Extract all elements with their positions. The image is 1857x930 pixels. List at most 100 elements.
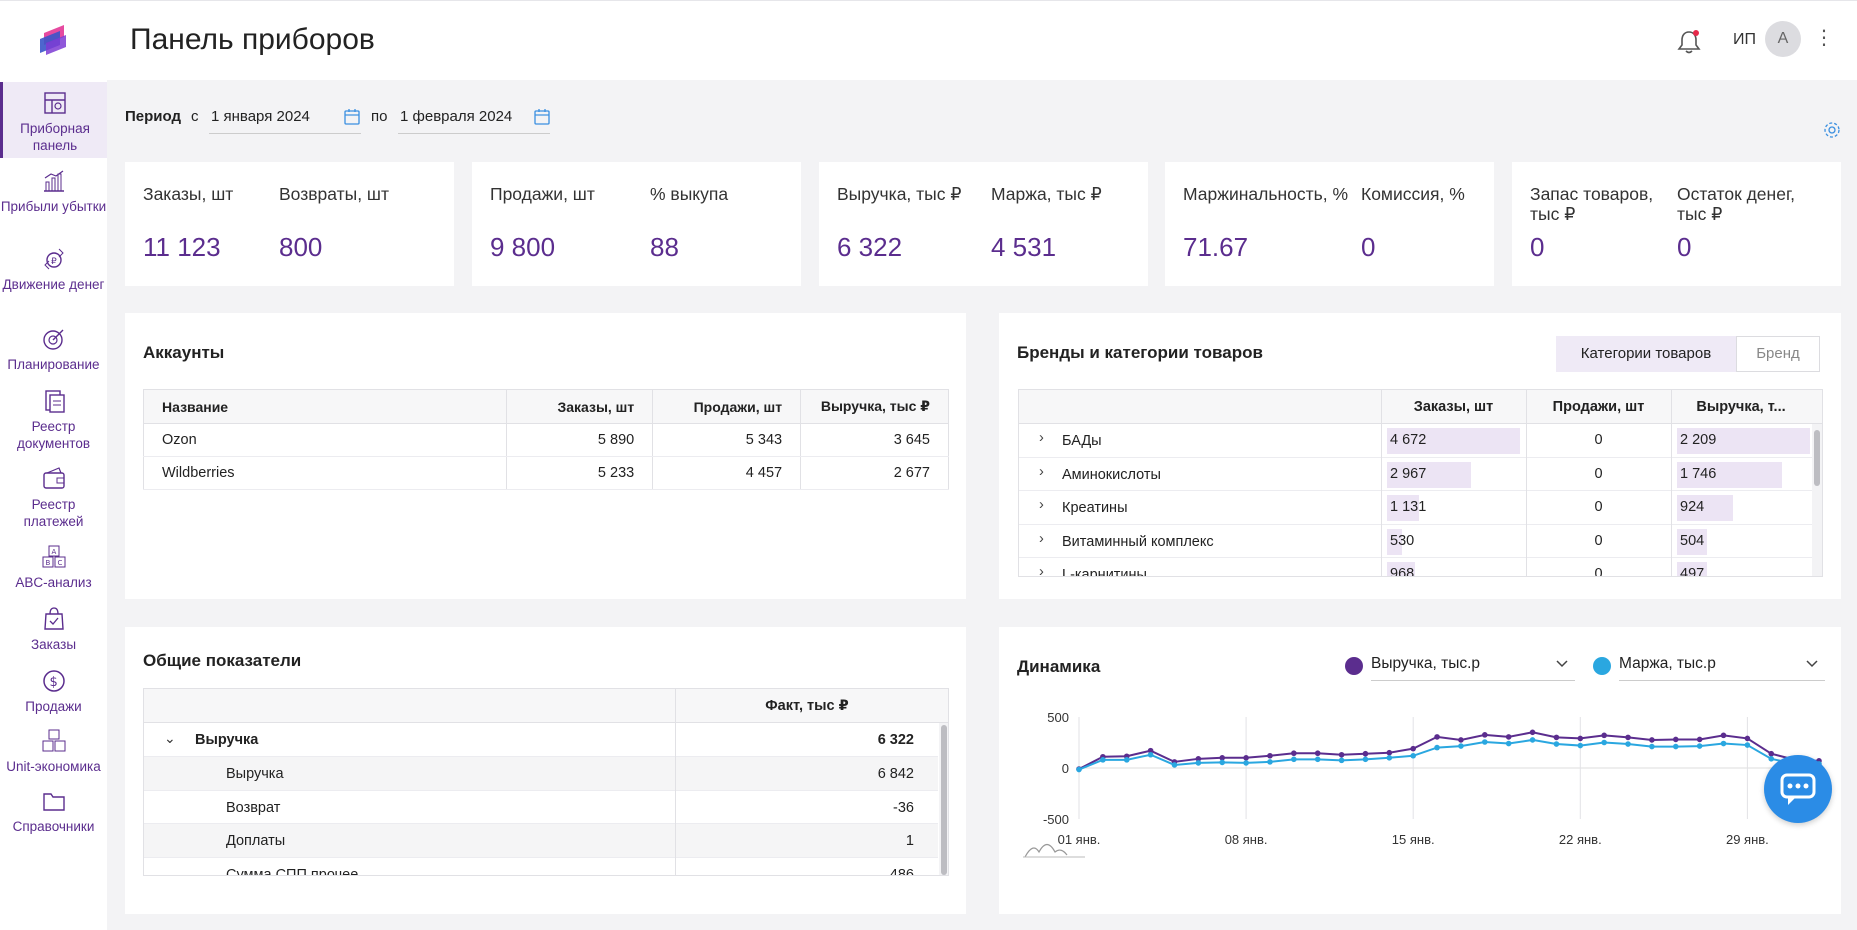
chevron-right-icon[interactable]: › bbox=[1039, 564, 1044, 577]
chat-button[interactable] bbox=[1764, 755, 1832, 823]
column-header[interactable]: Выручка, т... bbox=[1696, 399, 1786, 415]
series-point[interactable] bbox=[1434, 734, 1440, 740]
calendar-icon[interactable] bbox=[343, 108, 361, 126]
date-from-input[interactable]: 1 января 2024 bbox=[209, 104, 361, 134]
series-point[interactable] bbox=[1314, 750, 1321, 757]
bell-icon[interactable] bbox=[1676, 29, 1702, 55]
sidebar-item-profit-loss[interactable]: Прибыли убытки bbox=[0, 168, 107, 215]
table-row[interactable]: Ozon 5 890 5 343 3 645 bbox=[142, 423, 949, 457]
column-header[interactable]: Выручка, тыс ₽ bbox=[800, 389, 949, 424]
series-point[interactable] bbox=[1100, 757, 1106, 763]
series-point[interactable] bbox=[1625, 741, 1631, 747]
series-point[interactable] bbox=[1338, 757, 1345, 764]
series-point[interactable] bbox=[1720, 740, 1727, 747]
series-point[interactable] bbox=[1267, 759, 1273, 765]
series-point[interactable] bbox=[1601, 732, 1607, 739]
series1-select[interactable]: Выручка, тыс.р bbox=[1371, 651, 1575, 681]
series-point[interactable] bbox=[1123, 757, 1130, 763]
sidebar-item-planning[interactable]: Планирование bbox=[0, 326, 107, 373]
column-header[interactable]: Название bbox=[142, 389, 508, 424]
table-row[interactable]: › L-карнитины 968 0 497 bbox=[1019, 558, 1812, 577]
series-point[interactable] bbox=[1458, 737, 1464, 743]
table-row[interactable]: Выручка 6 842 bbox=[144, 757, 938, 791]
dynamics-chart[interactable]: 500 0 -500 01 янв. 08 янв. 15 янв. 22 янв. 29 я… bbox=[999, 697, 1841, 907]
series-point[interactable] bbox=[1529, 729, 1536, 736]
series-point[interactable] bbox=[1386, 755, 1393, 761]
column-header[interactable]: Продажи, шт bbox=[1552, 399, 1645, 415]
series-point[interactable] bbox=[1338, 751, 1345, 758]
logo-icon[interactable] bbox=[36, 23, 72, 59]
chevron-right-icon[interactable]: › bbox=[1039, 463, 1044, 480]
series-point[interactable] bbox=[1219, 755, 1226, 761]
calendar-icon[interactable] bbox=[533, 108, 551, 126]
series-point[interactable] bbox=[1744, 742, 1751, 748]
series-point[interactable] bbox=[1291, 750, 1297, 757]
table-row[interactable]: Доплаты 1 bbox=[144, 824, 938, 858]
sidebar-item-unit-economics[interactable]: Unit-экономика bbox=[0, 728, 107, 775]
series-point[interactable] bbox=[1482, 739, 1488, 745]
series-point[interactable] bbox=[1243, 755, 1249, 761]
series-point[interactable] bbox=[1577, 742, 1584, 749]
column-header[interactable]: Заказы, шт bbox=[1413, 399, 1494, 415]
sidebar-item-payments[interactable]: Реестр платежей bbox=[0, 466, 107, 530]
series-point[interactable] bbox=[1243, 760, 1249, 766]
series-point[interactable] bbox=[1386, 749, 1393, 756]
series-point[interactable] bbox=[1553, 734, 1560, 741]
series-point[interactable] bbox=[1410, 752, 1416, 759]
table-row[interactable]: › Креатины 1 131 0 924 bbox=[1019, 491, 1812, 525]
series-point[interactable] bbox=[1505, 740, 1512, 747]
series-point[interactable] bbox=[1434, 744, 1440, 751]
series-point[interactable] bbox=[1076, 766, 1082, 773]
series-point[interactable] bbox=[1362, 750, 1369, 757]
table-row[interactable]: Сумма СПП прочее 486 bbox=[144, 857, 938, 875]
series-point[interactable] bbox=[1553, 741, 1560, 747]
series-point[interactable] bbox=[1672, 743, 1679, 750]
series-point[interactable] bbox=[1147, 751, 1154, 758]
series2-select[interactable]: Маржа, тыс.р bbox=[1619, 651, 1825, 681]
date-to-input[interactable]: 1 февраля 2024 bbox=[398, 104, 550, 134]
table-row[interactable]: Возврат -36 bbox=[144, 790, 938, 824]
series-point[interactable] bbox=[1649, 743, 1655, 750]
series-point[interactable] bbox=[1744, 735, 1751, 742]
toggle-brand[interactable]: Бренд bbox=[1736, 336, 1820, 372]
chevron-right-icon[interactable]: › bbox=[1039, 530, 1044, 547]
chevron-down-icon[interactable]: ⌄ bbox=[164, 730, 176, 746]
zoom-navigator-icon[interactable] bbox=[1024, 843, 1068, 858]
column-header[interactable]: Заказы, шт bbox=[506, 389, 654, 424]
series-point[interactable] bbox=[1410, 745, 1416, 752]
avatar[interactable]: А bbox=[1765, 21, 1801, 57]
sidebar-item-orders[interactable]: Заказы bbox=[0, 606, 107, 653]
series-point[interactable] bbox=[1195, 756, 1202, 762]
series-point[interactable] bbox=[1195, 760, 1202, 766]
series-point[interactable] bbox=[1768, 756, 1775, 762]
series-point[interactable] bbox=[1577, 735, 1584, 742]
user-initials[interactable]: ИП bbox=[1733, 31, 1756, 48]
series-point[interactable] bbox=[1362, 756, 1369, 763]
sidebar-item-sales[interactable]: $ Продажи bbox=[0, 668, 107, 715]
series-point[interactable] bbox=[1696, 736, 1703, 743]
series-point[interactable] bbox=[1601, 739, 1607, 746]
series-point[interactable] bbox=[1672, 736, 1679, 743]
table-row-group[interactable]: ⌄ Выручка 6 322 bbox=[144, 723, 938, 757]
series-point[interactable] bbox=[1625, 734, 1631, 741]
toggle-categories[interactable]: Категории товаров bbox=[1556, 336, 1736, 372]
series-point[interactable] bbox=[1768, 750, 1775, 757]
gear-icon[interactable] bbox=[1823, 121, 1841, 139]
sidebar-item-documents[interactable]: Реестр документов bbox=[0, 388, 107, 452]
more-vertical-icon[interactable]: ⋮ bbox=[1814, 27, 1834, 49]
chevron-right-icon[interactable]: › bbox=[1039, 497, 1044, 513]
series-point[interactable] bbox=[1482, 732, 1488, 738]
scrollbar-thumb[interactable] bbox=[1814, 430, 1820, 486]
column-header[interactable]: Продажи, шт bbox=[652, 389, 802, 424]
sidebar-item-cash-flow[interactable]: ₽ Движение денег bbox=[0, 246, 107, 293]
chevron-right-icon[interactable]: › bbox=[1039, 430, 1044, 446]
scrollbar-thumb[interactable] bbox=[941, 725, 947, 875]
column-header[interactable]: Факт, тыс ₽ bbox=[765, 698, 849, 714]
series-point[interactable] bbox=[1267, 752, 1273, 759]
series-point[interactable] bbox=[1505, 734, 1512, 740]
sidebar-item-references[interactable]: Справочники bbox=[0, 788, 107, 835]
sidebar-item-dashboard[interactable]: Приборная панель bbox=[0, 82, 107, 158]
table-row[interactable]: › Аминокислоты 2 967 0 1 746 bbox=[1019, 457, 1812, 491]
series-point[interactable] bbox=[1649, 737, 1655, 743]
